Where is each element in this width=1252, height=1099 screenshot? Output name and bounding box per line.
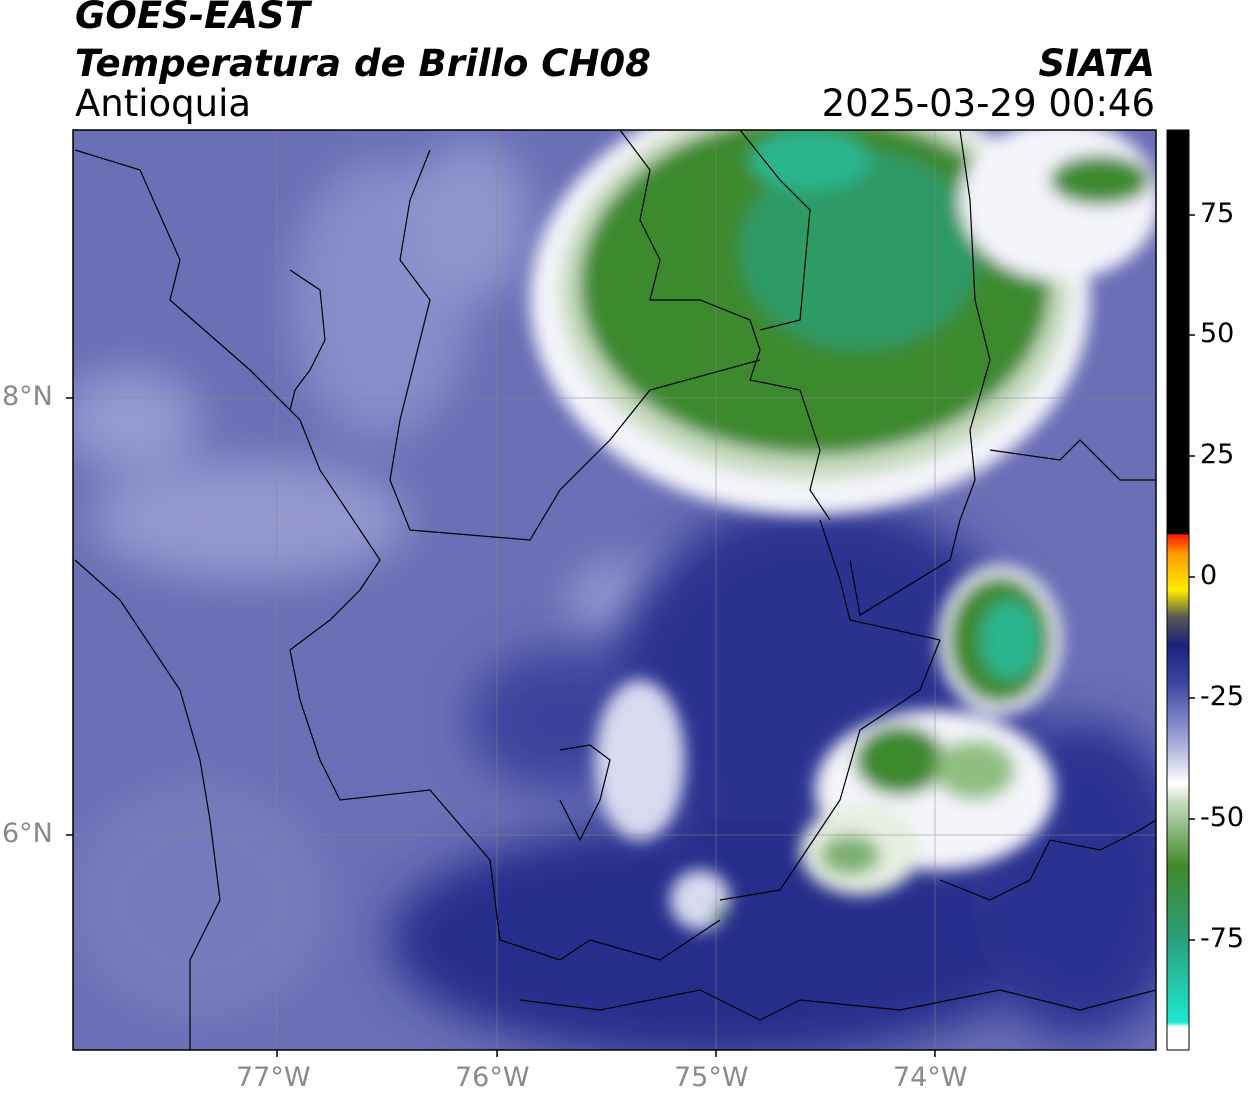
colorbar-tick-minus25: -25: [1200, 681, 1245, 712]
product-title: Temperatura de Brillo CH08: [75, 42, 651, 85]
lon-label-77w: 77°W: [236, 1062, 311, 1093]
colorbar-tick-0: 0: [1200, 560, 1218, 591]
colorbar: [1166, 129, 1190, 1051]
lon-label-75w: 75°W: [674, 1062, 749, 1093]
organization-label: SIATA: [1038, 42, 1155, 85]
admin-boundaries: [74, 130, 1156, 1050]
colorbar-tick-25: 25: [1200, 439, 1235, 470]
map-frame: [72, 129, 1157, 1051]
lat-label-6n: 6°N: [2, 818, 53, 849]
lat-label-8n: 8°N: [2, 381, 53, 412]
timestamp-label: 2025-03-29 00:46: [821, 82, 1155, 125]
lon-label-74w: 74°W: [893, 1062, 968, 1093]
colorbar-tick-75: 75: [1200, 198, 1235, 229]
lon-label-76w: 76°W: [455, 1062, 530, 1093]
colorbar-tick-50: 50: [1200, 318, 1235, 349]
colorbar-tick-minus50: -50: [1200, 802, 1245, 833]
satellite-title: GOES-EAST: [75, 0, 310, 37]
region-label: Antioquia: [75, 82, 252, 125]
colorbar-tick-minus75: -75: [1200, 923, 1245, 954]
graticule: [73, 130, 1156, 1050]
